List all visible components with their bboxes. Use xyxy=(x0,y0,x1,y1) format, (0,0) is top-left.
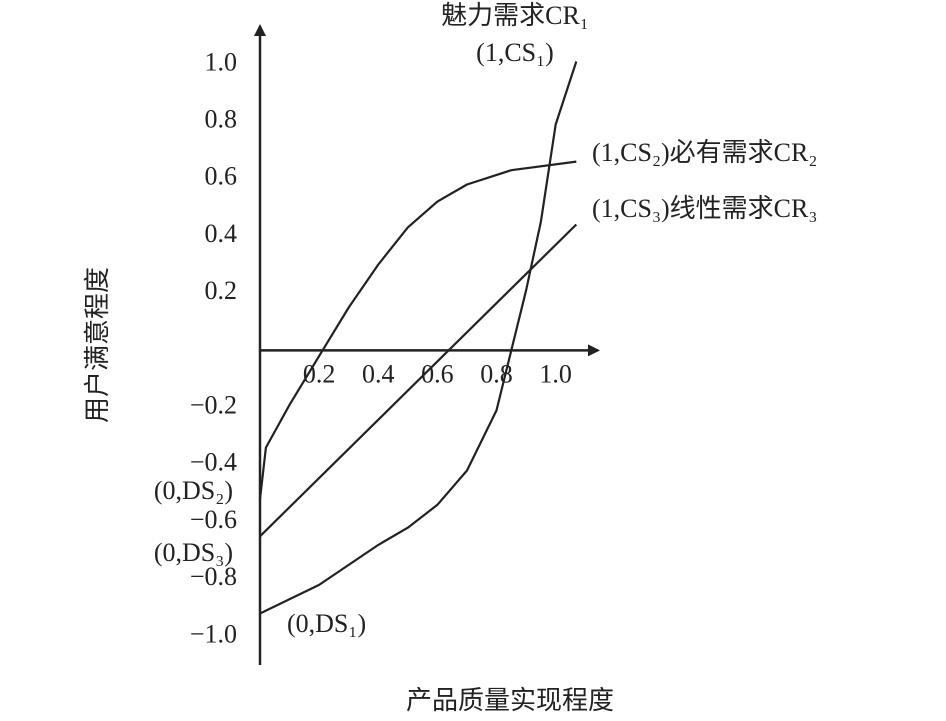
y-tick-label: −0.2 xyxy=(190,391,237,420)
y-tick-label: −0.6 xyxy=(190,505,237,534)
y-tick-label: −1.0 xyxy=(190,619,237,648)
curve xyxy=(259,61,578,615)
annotation: 魅力需求CR₁ xyxy=(441,1,589,30)
x-tick-label: 1.0 xyxy=(539,359,572,388)
annotation: (0,DS₃) xyxy=(154,538,233,567)
annotation: (1,CS₃)线性需求CR₃ xyxy=(592,194,817,223)
y-axis-label: 用户满意程度 xyxy=(83,267,112,423)
y-tick-label: 1.0 xyxy=(205,47,238,76)
x-axis-label: 产品质量实现程度 xyxy=(406,686,614,715)
x-tick-label: 0.4 xyxy=(362,359,395,388)
annotation: (0,DS₂) xyxy=(154,476,233,505)
curve xyxy=(258,160,577,500)
annotation: (0,DS₁) xyxy=(287,609,366,638)
annotation: (1,CS₂)必有需求CR₂ xyxy=(592,138,817,167)
y-tick-label: −0.8 xyxy=(190,562,237,591)
y-tick-label: 0.8 xyxy=(205,105,238,134)
annotation: (1,CS₁) xyxy=(476,38,554,67)
curve xyxy=(259,223,578,538)
y-tick-label: 0.2 xyxy=(205,276,238,305)
y-tick-label: −0.4 xyxy=(190,448,237,477)
x-tick-label: 0.6 xyxy=(421,359,454,388)
y-tick-label: 0.4 xyxy=(205,219,238,248)
y-tick-label: 0.6 xyxy=(205,162,238,191)
